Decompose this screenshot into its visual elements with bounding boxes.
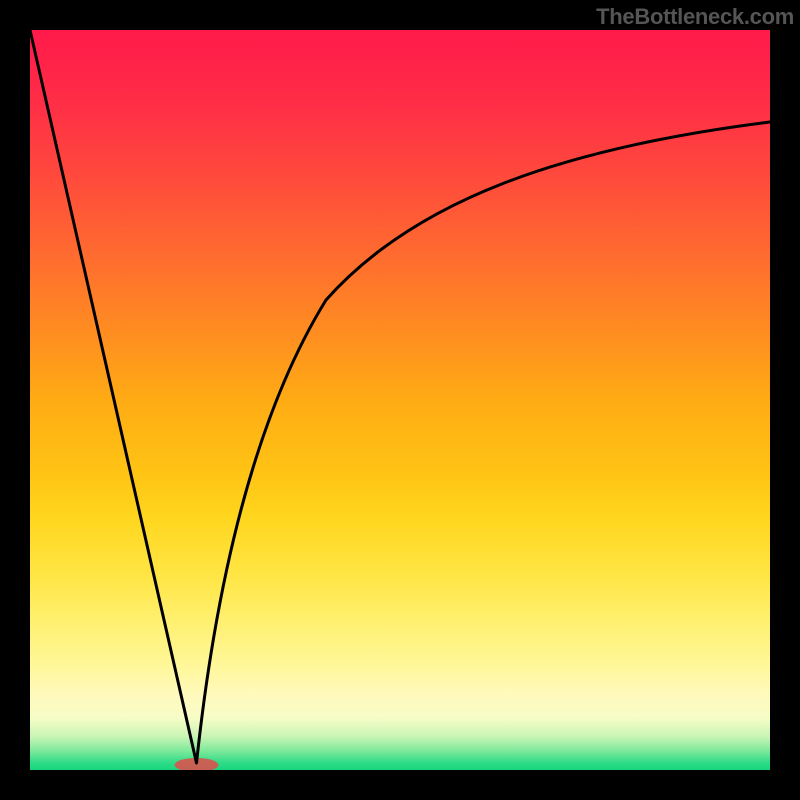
plot-area	[30, 30, 770, 770]
chart-container: TheBottleneck.com	[0, 0, 800, 800]
watermark-label: TheBottleneck.com	[596, 4, 794, 30]
plot-svg	[30, 30, 770, 770]
